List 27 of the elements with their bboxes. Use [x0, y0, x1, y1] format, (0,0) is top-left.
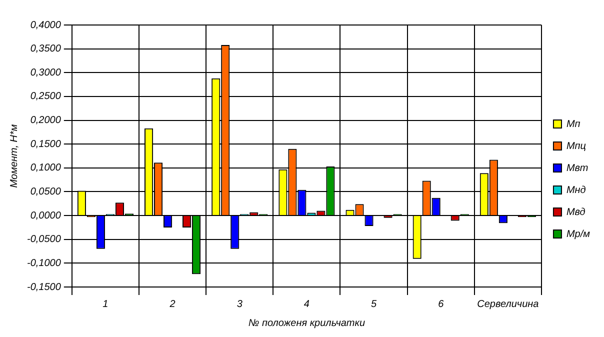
legend-label: Мвт [566, 162, 588, 174]
y-axis-title: Момент, Н*м [8, 124, 20, 188]
y-tick-label: 0,1000 [30, 162, 62, 174]
y-tick-label: 0,2500 [30, 91, 62, 102]
x-tick-label: 4 [304, 298, 310, 310]
x-tick-label: 3 [236, 298, 243, 310]
y-tick-label: 0,0000 [30, 210, 62, 222]
y-tick-label: 0,0500 [30, 186, 62, 198]
y-tick-label: 0,1500 [30, 138, 62, 150]
legend-label: Мнд [566, 184, 586, 196]
x-tick-label: 5 [370, 298, 377, 310]
y-tick-label: -0,1000 [26, 258, 62, 269]
legend-label: Мвд [566, 206, 586, 218]
y-tick-label: 0,2000 [30, 115, 62, 126]
x-axis-title: № положеня крильчатки [248, 318, 366, 329]
legend-label: Мп [566, 118, 581, 130]
legend-label: Мпц [566, 140, 586, 152]
x-tick-label: Сервеличина [477, 298, 540, 310]
y-tick-label: -0,0500 [26, 234, 62, 246]
x-tick-label: 6 [438, 298, 444, 310]
x-tick-label: 1 [102, 298, 108, 310]
y-tick-label: 0,4000 [30, 20, 62, 31]
y-tick-label: 0,3000 [30, 67, 62, 78]
x-tick-label: 2 [168, 298, 176, 310]
y-tick-label: 0,3500 [30, 44, 62, 55]
y-tick-label: -0,1500 [26, 282, 62, 293]
legend-label: Мр/м [566, 228, 590, 240]
